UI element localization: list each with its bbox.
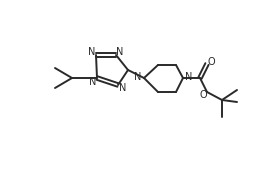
Text: O: O	[199, 90, 207, 100]
Text: N: N	[185, 72, 193, 82]
Text: N: N	[89, 77, 97, 87]
Text: N: N	[116, 47, 124, 57]
Text: N: N	[134, 72, 142, 82]
Text: N: N	[119, 83, 127, 93]
Text: N: N	[88, 47, 96, 57]
Text: O: O	[207, 57, 215, 67]
